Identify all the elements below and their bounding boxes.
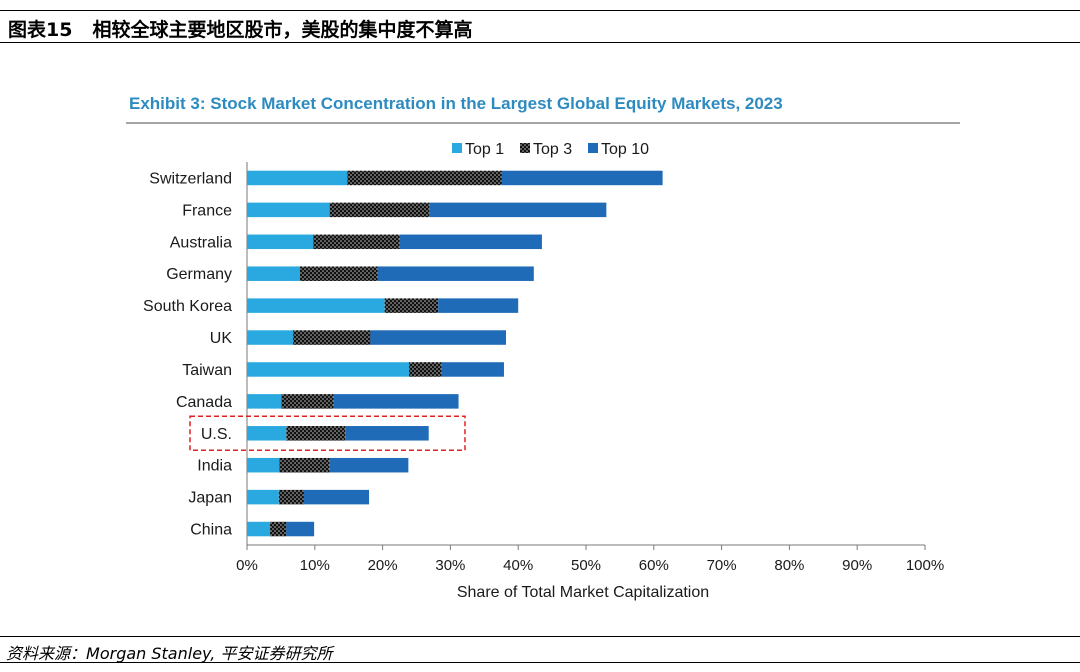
bar-canada-top-1 — [247, 394, 282, 409]
bar-taiwan-top-1 — [247, 362, 410, 377]
bar-south-korea-top-10 — [438, 298, 519, 313]
legend-swatch-top-3 — [520, 143, 530, 153]
x-tick-label: 70% — [707, 557, 737, 574]
figure-label: 图表15 — [8, 19, 73, 41]
stacked-bar-chart: Exhibit 3: Stock Market Concentration in… — [126, 94, 960, 601]
x-tick-label: 90% — [842, 557, 872, 574]
bar-germany-top-3 — [299, 266, 378, 281]
bar-japan-top-10 — [303, 489, 370, 505]
category-label-south-korea: South Korea — [143, 298, 232, 315]
bar-australia-top-10 — [399, 234, 542, 250]
category-label-france: France — [182, 202, 232, 219]
legend-label-top-1: Top 1 — [465, 141, 504, 158]
bar-china-top-1 — [247, 521, 271, 537]
bar-india-top-1 — [247, 457, 280, 473]
category-label-australia: Australia — [170, 234, 232, 251]
legend-label-top-3: Top 3 — [533, 141, 572, 158]
bar-china-top-3 — [270, 521, 287, 537]
x-tick-label: 60% — [639, 557, 669, 574]
bar-france-top-10 — [429, 202, 607, 218]
bar-uk-top-1 — [247, 330, 294, 345]
bar-japan-top-3 — [278, 489, 304, 505]
bar-taiwan-top-3 — [409, 362, 442, 377]
bar-south-korea-top-3 — [384, 298, 439, 313]
bar-u-s-top-10 — [345, 426, 429, 441]
category-label-uk: UK — [210, 330, 233, 347]
source-note: 资料来源：Morgan Stanley, 平安证券研究所 — [6, 640, 332, 664]
x-axis-label: Share of Total Market Capitalization — [457, 584, 709, 601]
us-highlight-box — [189, 415, 466, 452]
header-rule-bottom — [0, 42, 1080, 43]
bar-canada-top-10 — [333, 394, 459, 409]
chart-title: Exhibit 3: Stock Market Concentration in… — [129, 94, 783, 113]
x-tick-label: 10% — [300, 557, 330, 574]
x-tick-label: 40% — [503, 557, 533, 574]
footer-rule-top — [0, 636, 1080, 637]
x-tick-label: 100% — [906, 557, 944, 574]
legend-swatch-top-1 — [452, 143, 462, 153]
bar-india-top-10 — [329, 457, 409, 473]
legend-swatch-top-10 — [588, 143, 598, 153]
x-tick-labels: 0% 10% 20% 30% 40% 50% 60% 70% 80% 90% 100% — [236, 557, 944, 574]
footer-rule-bottom — [0, 662, 1080, 663]
bar-germany-top-10 — [377, 266, 534, 281]
bar-south-korea-top-1 — [247, 298, 385, 313]
bar-france-top-1 — [247, 202, 330, 218]
chart-legend: Top 1 Top 3 Top 10 — [452, 141, 649, 158]
x-tick-label: 80% — [774, 557, 804, 574]
category-label-india: India — [197, 458, 232, 475]
figure-title: 图表15 相较全球主要地区股市，美股的集中度不算高 — [8, 15, 472, 42]
x-tick-label: 50% — [571, 557, 601, 574]
x-tick-label: 20% — [368, 557, 398, 574]
bar-switzerland-top-1 — [247, 170, 348, 186]
bar-india-top-3 — [279, 457, 330, 473]
category-label-germany: Germany — [166, 266, 232, 283]
legend-label-top-10: Top 10 — [601, 141, 649, 158]
bar-switzerland-top-10 — [501, 170, 663, 186]
figure-header: 图表15 相较全球主要地区股市，美股的集中度不算高 — [0, 0, 1080, 44]
bar-japan-top-1 — [247, 489, 279, 505]
category-label-china: China — [190, 522, 232, 539]
category-labels: Switzerland France Australia Germany South K… — [143, 170, 232, 538]
bars — [247, 170, 663, 537]
bar-taiwan-top-10 — [441, 362, 504, 377]
bar-france-top-3 — [329, 202, 430, 218]
figure-footer: 资料来源：Morgan Stanley, 平安证券研究所 — [0, 636, 1080, 666]
bar-uk-top-10 — [370, 330, 506, 345]
bar-u-s-top-1 — [247, 426, 287, 441]
source-text: Morgan Stanley, 平安证券研究所 — [86, 644, 333, 663]
bar-australia-top-3 — [313, 234, 400, 250]
category-label-canada: Canada — [176, 394, 232, 411]
bar-australia-top-1 — [247, 234, 314, 250]
figure-caption: 相较全球主要地区股市，美股的集中度不算高 — [92, 19, 473, 41]
header-rule-top — [0, 10, 1080, 11]
source-prefix: 资料来源： — [6, 644, 87, 663]
bar-u-s-top-3 — [286, 426, 346, 441]
bar-switzerland-top-3 — [347, 170, 502, 186]
bar-germany-top-1 — [247, 266, 300, 281]
x-tick-label: 0% — [236, 557, 258, 574]
category-label-taiwan: Taiwan — [182, 362, 232, 379]
bar-uk-top-3 — [293, 330, 371, 345]
category-label-japan: Japan — [188, 490, 232, 507]
axes — [246, 162, 926, 550]
bar-canada-top-3 — [281, 394, 334, 409]
x-tick-label: 30% — [435, 557, 465, 574]
bar-china-top-10 — [286, 521, 315, 537]
category-label-u-s: U.S. — [201, 426, 232, 443]
category-label-switzerland: Switzerland — [149, 170, 232, 187]
